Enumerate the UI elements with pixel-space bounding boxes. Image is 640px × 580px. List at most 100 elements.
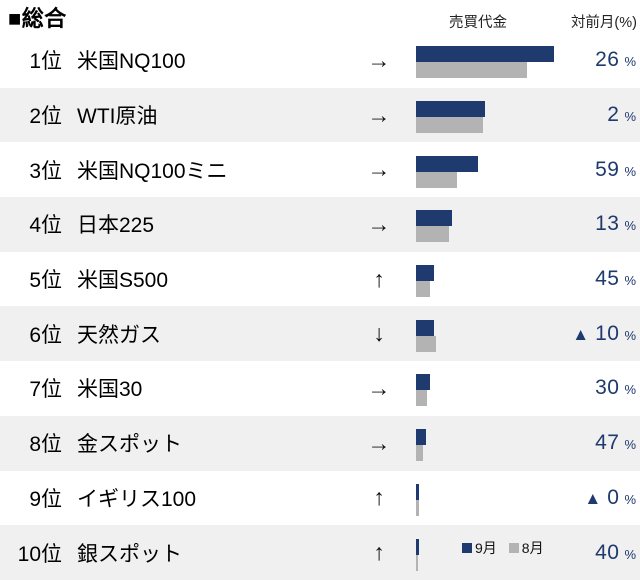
volume-bars [416, 374, 430, 407]
mom-change-value: ▲ 26 % [595, 48, 636, 72]
mom-change-number: 30 [595, 376, 620, 400]
instrument-name: 銀スポット [77, 542, 182, 566]
trend-arrow-icon: → [367, 46, 391, 73]
bar-september [416, 483, 419, 500]
rank-label: 1位 [29, 50, 62, 74]
trend-arrow-icon: → [367, 210, 391, 237]
percent-unit: % [624, 109, 636, 125]
volume-bars [416, 483, 419, 516]
bar-august [416, 390, 427, 407]
bar-august [416, 171, 457, 188]
bar-august [416, 335, 436, 352]
rank-label: 3位 [29, 159, 62, 183]
ranking-rows: 1位 米国NQ100 → ▲ 26 % 2位 WTI原油 → ▲ 2 % 3位 … [0, 33, 640, 580]
bar-september [416, 155, 478, 172]
bar-september [416, 265, 434, 282]
volume-bars [416, 538, 419, 571]
bar-august [416, 499, 419, 516]
volume-bars [416, 46, 554, 79]
bar-august [416, 554, 418, 571]
bar-september [416, 46, 554, 63]
mom-change-value: ▲ 40 % [595, 541, 636, 565]
instrument-name: 米国30 [77, 378, 143, 402]
ranking-row: 6位 天然ガス ↓ ▲ 10 % [0, 306, 640, 362]
volume-bars [416, 101, 485, 134]
mom-change-value: ▲ 47 % [595, 431, 636, 455]
board-title: ■総合 [8, 6, 67, 31]
board-header: ■総合 売買代金 対前月(%) [0, 0, 640, 33]
percent-unit: % [624, 491, 636, 507]
trend-arrow-icon: ↑ [373, 265, 385, 292]
mom-change-number: 13 [595, 212, 620, 236]
percent-unit: % [624, 437, 636, 453]
decline-triangle-icon: ▲ [572, 324, 590, 344]
instrument-name: 日本225 [77, 214, 155, 238]
rank-label: 10位 [17, 542, 62, 566]
trend-arrow-icon: ↑ [373, 484, 385, 511]
legend-september-swatch-icon [462, 543, 472, 553]
rank-label: 6位 [29, 323, 62, 347]
trend-arrow-icon: ↑ [373, 539, 385, 566]
mom-change-value: ▲ 13 % [595, 212, 636, 236]
mom-change-value: ▲ 0 % [584, 486, 636, 510]
volume-bars [416, 319, 436, 352]
mom-change-number: 2 [607, 103, 620, 127]
percent-unit: % [624, 382, 636, 398]
ranking-row: 10位 銀スポット ↑ ▲ 40 % [0, 525, 640, 580]
mom-change-number: 0 [607, 485, 620, 509]
bar-september [416, 101, 485, 118]
bar-august [416, 445, 423, 462]
mom-change-value: ▲ 2 % [607, 103, 636, 127]
legend-august-label: 8月 [521, 540, 544, 556]
bar-august [416, 62, 527, 79]
rank-label: 9位 [29, 487, 62, 511]
percent-unit: % [624, 546, 636, 562]
ranking-row: 8位 金スポット → ▲ 47 % [0, 415, 640, 471]
instrument-name: 米国NQ100ミニ [77, 159, 228, 183]
percent-unit: % [624, 218, 636, 234]
ranking-row: 4位 日本225 → ▲ 13 % [0, 197, 640, 252]
ranking-row: 1位 米国NQ100 → ▲ 26 % [0, 33, 640, 88]
volume-bars [416, 265, 434, 298]
mom-change-number: 40 [595, 540, 620, 564]
trend-arrow-icon: → [367, 156, 391, 183]
bar-september [416, 210, 452, 227]
bar-august [416, 226, 449, 243]
legend-september-label: 9月 [475, 540, 497, 556]
mom-change-number: 45 [595, 267, 620, 291]
mom-change-value: ▲ 30 % [595, 376, 636, 400]
instrument-name: 金スポット [77, 433, 182, 457]
bar-september [416, 374, 430, 391]
column-header-volume: 売買代金 [449, 15, 507, 31]
mom-change-value: ▲ 59 % [595, 158, 636, 182]
rank-label: 2位 [29, 105, 62, 129]
instrument-name: WTI原油 [77, 105, 158, 129]
ranking-row: 3位 米国NQ100ミニ → ▲ 59 % [0, 142, 640, 197]
percent-unit: % [624, 163, 636, 179]
mom-change-value: ▲ 45 % [595, 267, 636, 291]
instrument-name: 天然ガス [77, 323, 161, 347]
volume-bars [416, 210, 452, 243]
rank-label: 5位 [29, 269, 62, 293]
rank-label: 4位 [29, 214, 62, 238]
legend: 9月 8月 [462, 540, 544, 556]
mom-change-number: 10 [595, 321, 620, 345]
ranking-row: 9位 イギリス100 ↑ ▲ 0 % [0, 471, 640, 526]
bar-september [416, 319, 434, 336]
column-header-mom: 対前月(%) [570, 15, 637, 31]
instrument-name: 米国S500 [77, 269, 169, 293]
mom-change-value: ▲ 10 % [572, 322, 636, 346]
ranking-row: 7位 米国30 → ▲ 30 % [0, 361, 640, 416]
percent-unit: % [624, 54, 636, 70]
ranking-row: 5位 米国S500 ↑ ▲ 45 % [0, 252, 640, 307]
ranking-row: 2位 WTI原油 → ▲ 2 % [0, 87, 640, 143]
rank-label: 8位 [29, 433, 62, 457]
trend-arrow-icon: → [367, 429, 391, 456]
mom-change-number: 59 [595, 157, 620, 181]
bar-september [416, 429, 426, 446]
rank-label: 7位 [29, 378, 62, 402]
trend-arrow-icon: → [367, 101, 391, 128]
volume-bars [416, 155, 478, 188]
percent-unit: % [624, 273, 636, 289]
